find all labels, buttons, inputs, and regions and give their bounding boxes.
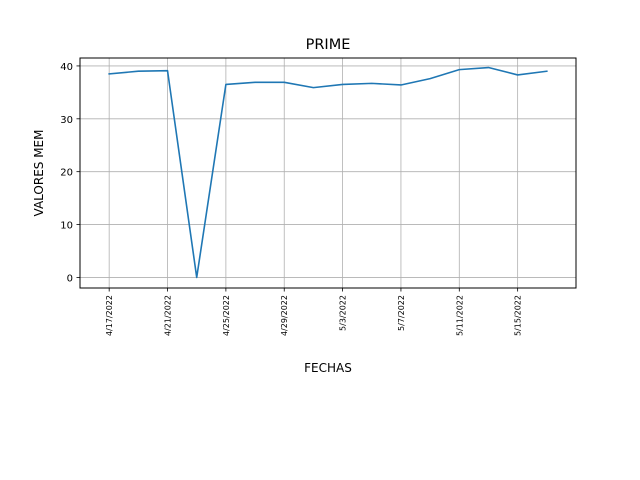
y-axis-label: VALORES MEM	[32, 130, 46, 217]
y-ticks: 0 10 20 30 40	[60, 62, 80, 284]
x-tick-label: 4/29/2022	[280, 295, 289, 336]
y-tick-label: 0	[67, 273, 73, 284]
x-tick-label: 5/15/2022	[514, 295, 523, 336]
x-tick-label: 4/21/2022	[164, 295, 173, 336]
x-tick-label: 4/25/2022	[222, 295, 231, 336]
series-line	[108, 66, 548, 279]
x-tick-label: 5/7/2022	[397, 295, 406, 331]
x-ticks: 4/17/2022 4/21/2022 4/25/2022 4/29/2022 5/3/…	[105, 288, 523, 336]
y-tick-label: 10	[60, 221, 73, 232]
x-axis-label: FECHAS	[304, 361, 352, 375]
y-tick-label: 30	[60, 115, 73, 126]
y-tick-label: 20	[60, 168, 73, 179]
data-series	[108, 66, 548, 279]
gridlines	[80, 58, 576, 288]
x-tick-label: 4/17/2022	[105, 295, 114, 336]
y-tick-label: 40	[60, 62, 73, 73]
chart-title: PRIME	[306, 37, 351, 53]
x-tick-label: 5/3/2022	[339, 295, 348, 331]
x-tick-label: 5/11/2022	[455, 295, 464, 336]
plot-frame	[79, 57, 577, 289]
